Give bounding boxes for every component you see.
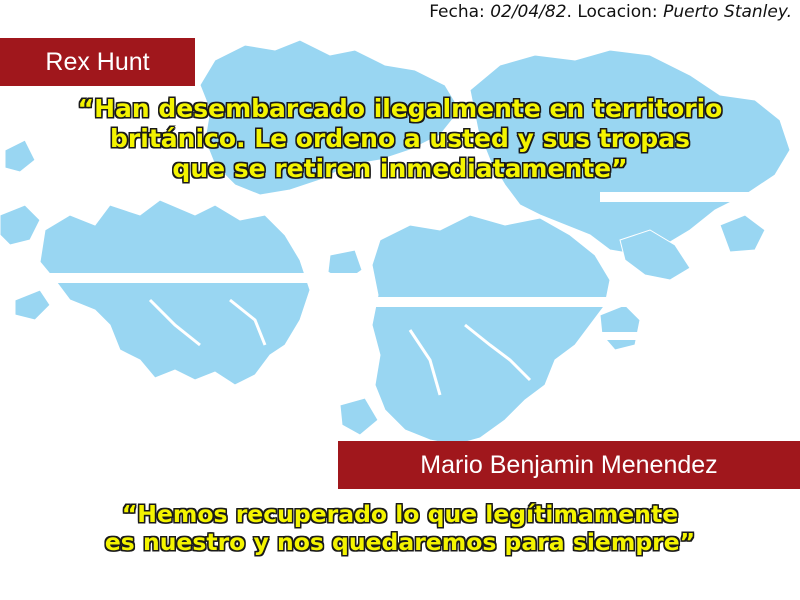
location-value: Puerto Stanley. — [663, 2, 792, 22]
quote-top-line-1: “Han desembarcado ilegalmente en territo… — [77, 94, 723, 123]
location-label: . Locacion: — [566, 2, 664, 22]
quote-top: “Han desembarcado ilegalmente en territo… — [0, 94, 800, 184]
date-label: Fecha: — [429, 2, 491, 22]
quote-bottom-line-2: es nuestro y nos quedaremos para siempre… — [104, 528, 696, 557]
speaker-name-bottom: Mario Benjamin Menendez — [338, 441, 800, 489]
date-value: 02/04/82 — [490, 2, 567, 22]
speaker-name-top: Rex Hunt — [0, 38, 195, 86]
date-location-caption: Fecha: 02/04/82. Locacion: Puerto Stanle… — [429, 2, 792, 22]
quote-bottom: “Hemos recuperado lo que legítimamente e… — [0, 500, 800, 556]
quote-bottom-line-1: “Hemos recuperado lo que legítimamente — [121, 500, 679, 528]
quote-top-line-3: que se retiren inmediatamente” — [172, 154, 628, 183]
quote-top-line-2: británico. Le ordeno a usted y sus tropa… — [110, 124, 690, 153]
